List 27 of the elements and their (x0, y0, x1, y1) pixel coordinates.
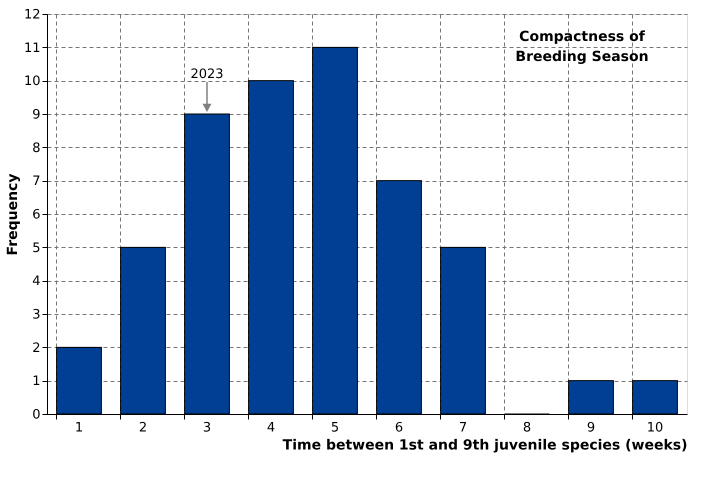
annotation: 2023 (190, 67, 224, 82)
y-tick-label: 0 (32, 408, 40, 422)
x-axis-title: Time between 1st and 9th juvenile species (weeks) (282, 438, 688, 454)
x-tick-label: 2 (138, 420, 148, 436)
y-tick-label: 6 (32, 208, 40, 222)
text: Compactness of Breeding Season (515, 29, 649, 65)
x-tick-label: 9 (586, 420, 596, 436)
y-tick-label: 10 (24, 74, 40, 90)
y-tick-label: 12 (24, 8, 40, 22)
x-tick-label: 3 (202, 420, 212, 436)
x-tick-label: 4 (266, 420, 276, 436)
x-tick-label: 5 (330, 420, 340, 436)
y-tick-label: 9 (32, 108, 40, 122)
y-tick-label: 11 (24, 40, 40, 56)
x-tick-label: 8 (522, 420, 532, 436)
y-tick-label: 1 (32, 374, 40, 390)
y-tick-label: 2 (32, 340, 40, 356)
y-tick-label: 4 (32, 274, 40, 290)
y-axis-title: Frequency (4, 174, 21, 256)
y-tick-label: 3 (32, 308, 40, 322)
x-tick-label: 10 (646, 420, 664, 436)
y-tick-label: 8 (32, 140, 40, 156)
x-tick-label: 6 (394, 420, 404, 436)
x-tick-label: 7 (458, 420, 468, 436)
y-tick-label: 5 (32, 240, 40, 256)
x-tick-label: 1 (74, 420, 84, 436)
y-tick-label: 7 (32, 174, 40, 190)
